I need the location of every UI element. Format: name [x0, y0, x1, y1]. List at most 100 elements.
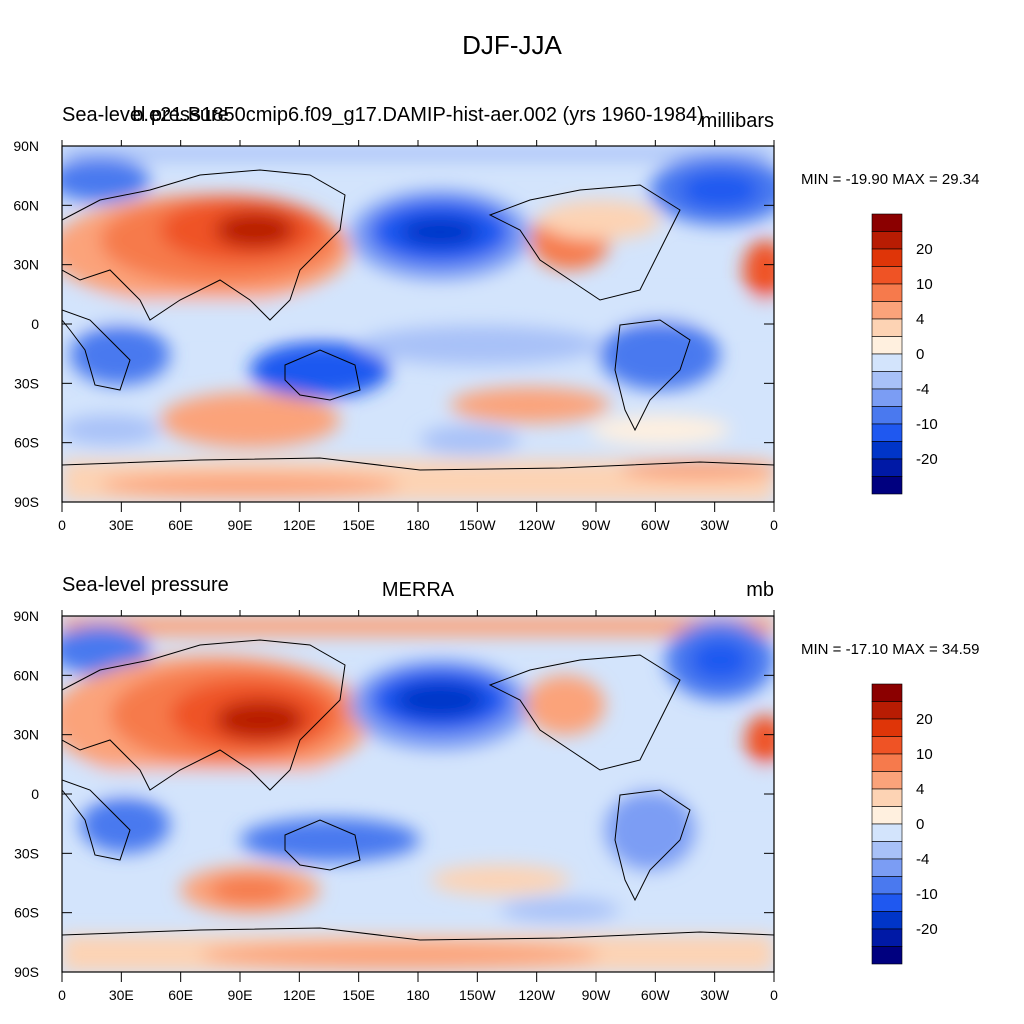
lon-tick-label: 90W	[582, 517, 612, 533]
bottom-panel-title-left: Sea-level pressure	[62, 574, 229, 596]
lon-tick-label: 60E	[168, 517, 193, 533]
lon-tick-label: 60W	[641, 517, 671, 533]
lon-tick-label: 120E	[283, 987, 316, 1003]
bottom-map	[61, 610, 775, 982]
lon-tick-label: 30W	[700, 987, 730, 1003]
lon-tick-label: 180	[406, 517, 430, 533]
colorbar-label: 20	[916, 241, 933, 258]
lon-tick-label: 150E	[342, 517, 375, 533]
colorbar-swatch	[871, 458, 903, 477]
lon-tick-label: 150W	[459, 987, 496, 1003]
lon-tick-label: 0	[770, 987, 778, 1003]
colorbar-swatch	[871, 701, 903, 720]
lat-tick-label: 30S	[14, 845, 39, 861]
lat-tick-label: 0	[31, 316, 39, 332]
colorbar-swatch	[871, 336, 903, 355]
colorbar-label: 10	[916, 746, 933, 763]
bottom-panel-title-right: mb	[746, 579, 774, 601]
colorbar-swatch	[871, 213, 903, 232]
lon-tick-label: 90E	[228, 517, 253, 533]
colorbar-label: -4	[916, 381, 929, 398]
colorbar-swatch	[871, 476, 903, 495]
lon-tick-label: 0	[58, 987, 66, 1003]
colorbar-swatch	[871, 788, 903, 807]
colorbar-label: 10	[916, 276, 933, 293]
colorbar-swatch	[871, 441, 903, 460]
colorbar-swatch	[871, 753, 903, 772]
colorbar-label: 20	[916, 711, 933, 728]
colorbar-swatch	[871, 283, 903, 302]
colorbar-label: -20	[916, 921, 938, 938]
top-axis-ticks	[61, 140, 775, 512]
colorbar-swatch	[871, 771, 903, 790]
colorbar-swatch	[871, 371, 903, 390]
colorbar-swatch	[871, 423, 903, 442]
lon-tick-label: 120W	[518, 517, 555, 533]
top-colorbar: 20 10 4 0 -4 -10 -20	[871, 213, 938, 495]
lat-tick-label: 30N	[13, 257, 39, 273]
lat-tick-label: 60N	[13, 197, 39, 213]
lat-tick-label: 90S	[14, 494, 39, 510]
top-lat-labels: 90N 60N 30N 0 30S 60S 90S	[13, 138, 39, 510]
lon-tick-label: 90E	[228, 987, 253, 1003]
colorbar-swatch	[871, 928, 903, 947]
lat-tick-label: 30N	[13, 727, 39, 743]
colorbar-swatch	[871, 823, 903, 842]
lat-tick-label: 60S	[14, 905, 39, 921]
lat-tick-label: 60S	[14, 435, 39, 451]
colorbar-label: 4	[916, 311, 924, 328]
lon-tick-label: 30W	[700, 517, 730, 533]
lon-tick-label: 150W	[459, 517, 496, 533]
colorbar-swatch	[871, 683, 903, 702]
bottom-lat-labels: 90N 60N 30N 0 30S 60S 90S	[13, 608, 39, 980]
colorbar-swatch	[871, 406, 903, 425]
lon-tick-label: 0	[58, 517, 66, 533]
lat-tick-label: 90N	[13, 138, 39, 154]
top-lon-labels: 0 30E 60E 90E 120E 150E 180 150W 120W 90W 60W 30W 0	[58, 517, 778, 533]
colorbar-swatch	[871, 718, 903, 737]
lon-tick-label: 150E	[342, 987, 375, 1003]
lon-tick-label: 60E	[168, 987, 193, 1003]
top-pressure-field	[62, 146, 774, 502]
bottom-colorbar: 20 10 4 0 -4 -10 -20	[871, 683, 938, 965]
lon-tick-label: 30E	[109, 987, 134, 1003]
colorbar-label: -10	[916, 886, 938, 903]
top-minmax-stats: MIN = -19.90 MAX = 29.34	[801, 171, 980, 188]
lon-tick-label: 60W	[641, 987, 671, 1003]
top-panel-title-left: Sea-level pressure	[62, 104, 229, 126]
lat-tick-label: 30S	[14, 375, 39, 391]
lat-tick-label: 90N	[13, 608, 39, 624]
colorbar-swatch	[871, 911, 903, 930]
colorbar-label: 4	[916, 781, 924, 798]
top-panel-title-right: millibars	[700, 110, 774, 132]
main-title: DJF-JJA	[462, 30, 562, 60]
colorbar-swatch	[871, 736, 903, 755]
bottom-minmax-stats: MIN = -17.10 MAX = 34.59	[801, 641, 980, 658]
colorbar-label: 0	[916, 346, 924, 363]
bottom-axis-ticks	[61, 610, 775, 982]
lon-tick-label: 30E	[109, 517, 134, 533]
top-map	[61, 140, 775, 512]
colorbar-swatch	[871, 231, 903, 250]
lon-tick-label: 180	[406, 987, 430, 1003]
colorbar-swatch	[871, 301, 903, 320]
lat-tick-label: 60N	[13, 667, 39, 683]
colorbar-swatch	[871, 876, 903, 895]
colorbar-swatch	[871, 946, 903, 965]
colorbar-swatch	[871, 806, 903, 825]
colorbar-swatch	[871, 318, 903, 337]
lon-tick-label: 120W	[518, 987, 555, 1003]
bottom-lon-labels: 0 30E 60E 90E 120E 150E 180 150W 120W 90W 60W 30W 0	[58, 987, 778, 1003]
colorbar-swatch	[871, 893, 903, 912]
bottom-pressure-field	[62, 616, 774, 972]
colorbar-swatch	[871, 388, 903, 407]
colorbar-label: -4	[916, 851, 929, 868]
bottom-coastlines	[62, 639, 774, 941]
lat-tick-label: 90S	[14, 964, 39, 980]
lon-tick-label: 90W	[582, 987, 612, 1003]
colorbar-label: -10	[916, 416, 938, 433]
colorbar-swatch	[871, 858, 903, 877]
top-panel-title-center: b.e21.B1850cmip6.f09_g17.DAMIP-hist-aer.…	[132, 104, 704, 126]
colorbar-label: -20	[916, 451, 938, 468]
